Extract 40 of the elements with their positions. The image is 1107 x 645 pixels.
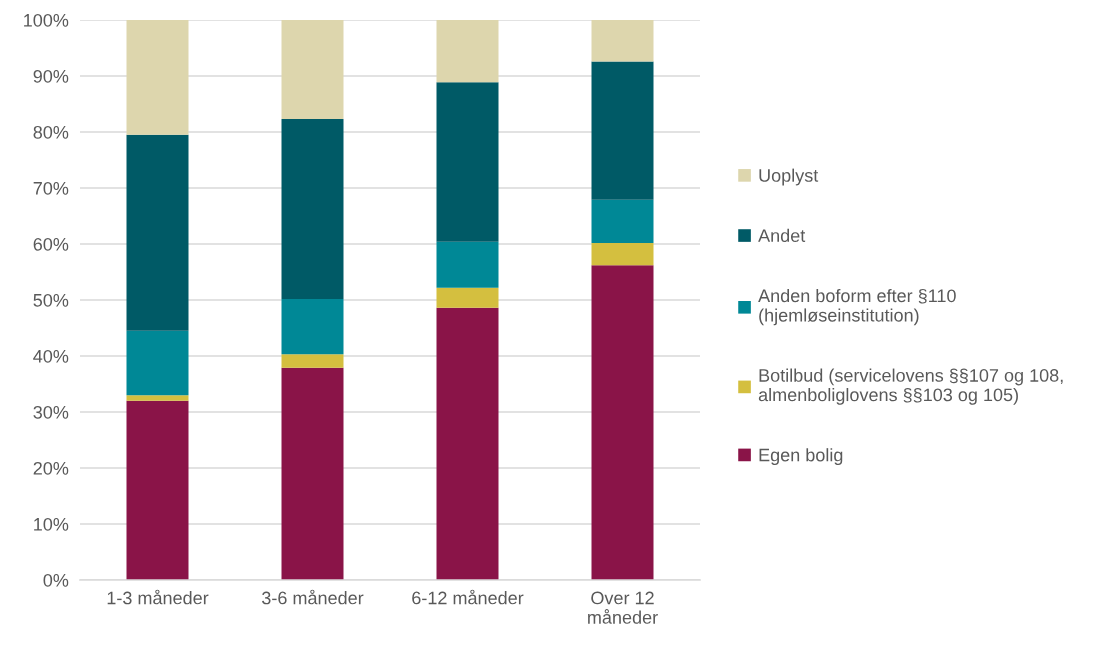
x-tick-label: 1-3 måneder	[107, 589, 209, 605]
y-tick-label: 90%	[33, 69, 69, 83]
bar	[126, 395, 189, 401]
bar	[126, 330, 189, 396]
y-tick-label: 60%	[33, 237, 69, 251]
x-tick-label: Over 12 måneder	[588, 591, 658, 624]
bar	[126, 400, 189, 580]
bar	[436, 241, 499, 288]
y-tick-label: 80%	[33, 125, 69, 139]
legend-label: Anden boform efter §110 (hjemløseinstitution)	[758, 288, 956, 326]
bar	[591, 61, 654, 200]
y-tick-label: 0%	[43, 573, 69, 587]
bar	[281, 119, 344, 299]
y-tick-label: 10%	[34, 517, 69, 531]
y-tick-label: 50%	[33, 293, 69, 307]
bar	[436, 287, 499, 308]
bar	[591, 20, 654, 62]
legend-label: Botilbud (servicelovens §§107 og 108, almenboliglovens §§103 og 105)	[758, 368, 1063, 405]
bar	[591, 199, 654, 243]
bar	[436, 20, 499, 83]
bar	[591, 242, 654, 266]
legend-label: Egen bolig	[759, 448, 843, 465]
bar	[281, 298, 344, 355]
y-tick-label: 70%	[33, 181, 69, 195]
bar	[126, 20, 189, 135]
y-tick-label: 30%	[33, 405, 69, 419]
bar	[591, 265, 654, 580]
x-tick-label: 6-12 måneder	[412, 589, 524, 605]
y-tick-label: 20%	[33, 461, 69, 475]
y-tick-label: 40%	[33, 349, 69, 363]
bar	[281, 354, 344, 368]
y-tick-label: 100%	[24, 13, 69, 27]
legend-label: Uoplyst	[759, 168, 819, 186]
bar	[436, 307, 499, 580]
bar	[436, 82, 499, 242]
bar	[281, 367, 344, 580]
legend-label: Andet	[758, 228, 806, 243]
bar	[281, 20, 344, 120]
bar	[126, 134, 189, 331]
x-tick-label: 3-6 måneder	[262, 589, 364, 605]
